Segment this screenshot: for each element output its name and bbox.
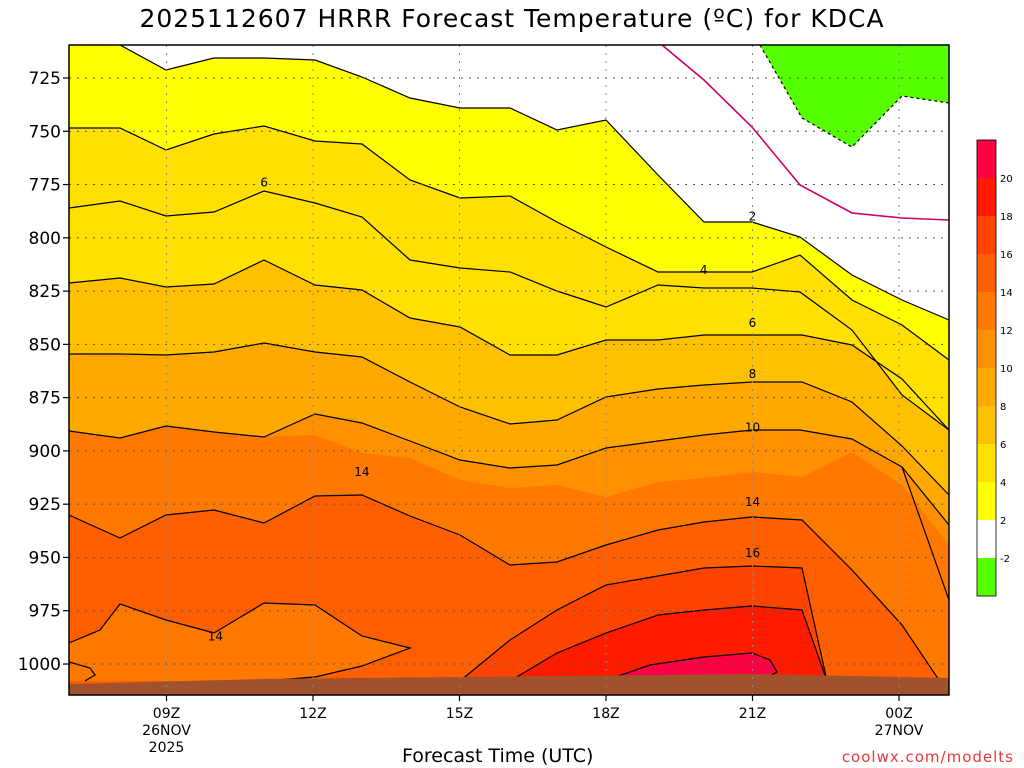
colorbar-swatch [977, 406, 996, 444]
y-tick-label: 850 [29, 335, 61, 355]
band-lower-left-12-14 [69, 603, 410, 681]
x-tick-label: 12Z [299, 706, 326, 722]
plot-frame [68, 44, 950, 696]
colorbar-frame [976, 139, 997, 597]
colorbar-tick-label: 16 [1000, 250, 1013, 261]
contour-label: 14 [745, 495, 760, 509]
y-tick-label: 875 [29, 389, 61, 409]
colorbar-tick-label: 18 [1000, 212, 1013, 223]
temperature-fill-layer [69, 45, 949, 695]
terrain [69, 674, 949, 695]
contour-label: 4 [700, 263, 708, 277]
y-tick-label: 975 [29, 602, 61, 622]
colorbar-swatch [977, 292, 996, 330]
contour-lines [69, 45, 949, 695]
colorbar-swatch [977, 330, 996, 368]
colorbar-tick-label: 6 [1000, 440, 1006, 451]
x-tick-label: 09Z [153, 706, 180, 722]
contour-label: 6 [749, 316, 757, 330]
y-tick-label: 775 [29, 176, 61, 196]
contour-label: 10 [745, 420, 760, 434]
colorbar-swatch [977, 520, 996, 558]
colorbar-tick-label: 2 [1000, 516, 1006, 527]
freezing-line [661, 45, 949, 221]
y-tick-label: 800 [29, 229, 61, 249]
x-tick-label: 26NOV [142, 723, 191, 739]
x-tick-label: 00Z [885, 706, 912, 722]
contour-label-layer: 6 2 4 6 8 10 14 14 16 14 [208, 175, 760, 643]
contour-label: 16 [745, 546, 760, 560]
colorbar: -2 2 4 6 8 10 12 14 16 18 20 [976, 139, 1013, 597]
y-tick-label: 725 [29, 69, 61, 89]
y-tick-label: 750 [29, 122, 61, 142]
colorbar-tick-label: 4 [1000, 478, 1006, 489]
credit-link[interactable]: coolwx.com/modelts [841, 748, 1014, 766]
colorbar-swatch [977, 140, 996, 178]
band-top-2-4 [69, 45, 949, 360]
colorbar-tick-label: 20 [1000, 174, 1013, 185]
colorbar-tick-label: 10 [1000, 364, 1013, 375]
band-top-4-6 [69, 126, 949, 430]
y-tick-label: 950 [29, 548, 61, 568]
x-tick-label: 21Z [739, 706, 766, 722]
y-axis: 725 750 775 800 825 850 875 900 925 950 975 1000 [18, 69, 69, 675]
x-tick-label: 15Z [446, 706, 473, 722]
band-12-14 [69, 426, 949, 695]
colorbar-swatch [977, 558, 996, 596]
contour-label: 8 [749, 367, 757, 381]
colorbar-swatch [977, 368, 996, 406]
contour-label: 14 [208, 629, 223, 643]
colorbar-swatch [977, 254, 996, 292]
x-tick-label: 2025 [149, 740, 185, 756]
colorbar-swatch [977, 482, 996, 520]
x-tick-label: 18Z [592, 706, 619, 722]
y-tick-label: 1000 [18, 655, 61, 675]
colorbar-swatch [977, 178, 996, 216]
minus2-dashed-line [759, 45, 949, 148]
y-tick-label: 900 [29, 442, 61, 462]
x-axis-label: Forecast Time (UTC) [402, 745, 594, 767]
contour-label: 14 [354, 465, 369, 479]
contour-label: 6 [260, 175, 268, 189]
band-minus2-2 [120, 45, 949, 320]
grid-layer [69, 45, 949, 695]
x-tick-label: 27NOV [875, 723, 924, 739]
y-tick-label: 925 [29, 495, 61, 515]
colorbar-tick-label: -2 [1000, 554, 1010, 565]
chart-title: 2025112607 HRRR Forecast Temperature (ºC… [139, 4, 885, 33]
band-below-minus2 [760, 45, 949, 147]
colorbar-tick-label: 14 [1000, 288, 1013, 299]
band-above-20 [604, 653, 777, 681]
y-tick-label: 825 [29, 282, 61, 302]
colorbar-swatch [977, 216, 996, 254]
colorbar-tick-label: 8 [1000, 402, 1006, 413]
colorbar-swatch [977, 444, 996, 482]
colorbar-tick-label: 12 [1000, 326, 1013, 337]
contour-label: 2 [749, 210, 757, 224]
